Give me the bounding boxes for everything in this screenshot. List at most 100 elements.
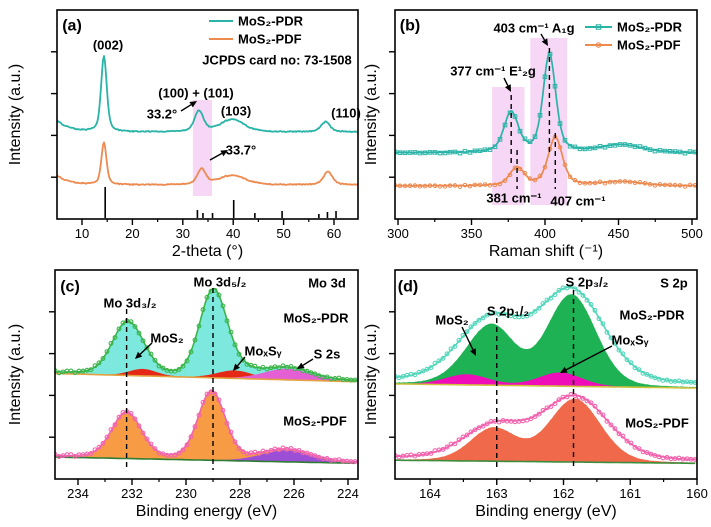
data-point: [432, 183, 438, 188]
data-point: [447, 149, 453, 155]
highlight-band: [492, 87, 525, 205]
data-point: [582, 181, 588, 186]
data-point: [662, 148, 668, 154]
data-point: [236, 445, 242, 451]
data-point: [512, 165, 518, 171]
data-point: [188, 434, 194, 440]
data-point: [577, 180, 583, 186]
data-point: [592, 403, 598, 409]
data-point: [100, 356, 106, 361]
annotation: (b): [400, 18, 420, 35]
data-point: [524, 417, 530, 423]
annotation: (d): [398, 279, 418, 296]
data-point: [172, 368, 178, 374]
data-point: [468, 324, 474, 330]
data-point: [397, 150, 403, 155]
annotation: (c): [60, 279, 80, 296]
data-point: [477, 182, 483, 188]
data-point: [436, 358, 442, 364]
annotation-arrow: [237, 356, 246, 367]
data-point: [482, 147, 488, 153]
data-point: [88, 451, 94, 456]
x-tick-label: 160: [686, 486, 708, 501]
data-point: [667, 148, 673, 154]
arrowhead: [189, 101, 197, 108]
annotation-arrow: [209, 152, 223, 161]
data-point: [108, 340, 114, 346]
data-point: [72, 453, 78, 459]
annotation: S 2p: [660, 276, 688, 291]
annotation: Mo 3d₃/₂: [104, 296, 157, 311]
data-point: [432, 150, 438, 155]
data-point: [112, 422, 118, 428]
annotation: MoS₂-PDR: [620, 308, 686, 323]
data-point: [497, 181, 503, 187]
data-point: [572, 144, 578, 150]
data-point: [402, 150, 408, 156]
data-point: [256, 366, 262, 372]
data-point: [188, 349, 194, 355]
data-point: [112, 335, 118, 340]
component-fill: [55, 368, 358, 382]
data-point: [422, 183, 428, 189]
data-point: [148, 441, 154, 447]
data-point: [528, 311, 534, 317]
data-point: [264, 449, 270, 455]
arrowhead: [505, 84, 511, 92]
annotation: 381 cm⁻¹: [486, 191, 541, 206]
annotation: MoS₂: [150, 331, 183, 346]
x-axis-title: Binding energy (eV): [475, 503, 616, 520]
data-point: [517, 128, 523, 134]
data-point: [232, 439, 238, 445]
data-point: [592, 180, 598, 186]
data-point: [657, 182, 663, 187]
data-point: [682, 150, 688, 156]
data-point: [276, 447, 282, 453]
annotation: (110): [331, 106, 361, 121]
data-point: [240, 449, 246, 455]
arrowhead: [470, 348, 476, 356]
data-point: [552, 292, 558, 298]
data-point: [452, 183, 458, 188]
data-point: [532, 134, 538, 139]
data-point: [487, 147, 493, 152]
x-tick-label: 224: [337, 486, 359, 501]
data-point: [522, 136, 528, 142]
data-point: [537, 113, 543, 118]
panel-d: 164 163 162 161 160 Binding energy (eV) Intens…: [363, 269, 708, 520]
data-point: [677, 149, 683, 155]
data-point: [662, 182, 668, 188]
data-point: [176, 450, 182, 456]
data-point: [397, 183, 403, 189]
data-point: [200, 399, 206, 405]
data-point: [682, 184, 688, 189]
data-point: [252, 363, 258, 369]
x-tick-label: 40: [226, 226, 240, 241]
data-point: [280, 363, 286, 369]
data-point: [597, 179, 603, 185]
data-point: [587, 180, 593, 186]
x-tick-label: 234: [67, 486, 89, 501]
legend-label: MoS₂-PDF: [238, 32, 302, 47]
data-point: [55, 451, 58, 457]
data-point: [636, 446, 642, 452]
data-point: [456, 437, 462, 443]
data-point: [616, 347, 622, 353]
data-point: [336, 457, 342, 463]
data-point: [462, 182, 468, 188]
data-point: [548, 295, 554, 301]
data-point: [288, 364, 294, 369]
data-point: [577, 146, 583, 152]
data-point: [256, 451, 262, 456]
arrowhead: [560, 366, 568, 373]
data-point: [644, 450, 650, 456]
data-point: [308, 370, 314, 376]
data-point: [628, 440, 634, 446]
data-point: [184, 358, 190, 364]
data-point: [92, 447, 98, 453]
arrowhead: [233, 363, 240, 371]
data-point: [612, 341, 618, 346]
data-point: [568, 391, 574, 397]
data-point: [572, 286, 578, 292]
data-point: [324, 456, 330, 461]
